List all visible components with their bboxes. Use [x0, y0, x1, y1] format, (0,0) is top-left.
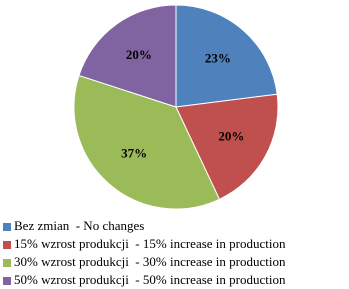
data-label: 37%: [121, 145, 147, 160]
legend-swatch: [3, 277, 11, 285]
data-label: 23%: [205, 51, 231, 66]
data-label: 20%: [126, 47, 152, 62]
pie-slice: [175, 93, 279, 200]
legend-label: 15% wzrost produkcji - 15% increase in p…: [14, 236, 286, 251]
legend-swatch: [3, 241, 11, 249]
pie-slice: [78, 4, 177, 108]
legend-label: 50% wzrost produkcji - 50% increase in p…: [14, 272, 286, 287]
pie-slice: [175, 4, 278, 108]
legend-swatch: [3, 223, 11, 231]
legend-swatch: [3, 259, 11, 267]
legend-label: Bez zmian - No changes: [14, 218, 144, 233]
data-label: 20%: [218, 128, 244, 143]
legend-label: 30% wzrost produkcji - 30% increase in p…: [14, 254, 286, 269]
pie-slice: [73, 74, 221, 210]
